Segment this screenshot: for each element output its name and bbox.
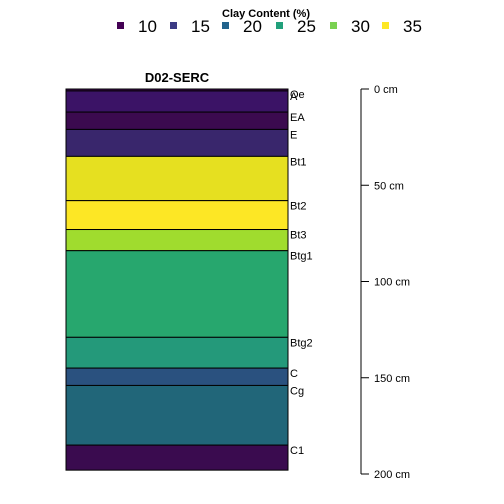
horizon-label-btg1: Btg1 [290,251,313,263]
legend-label-35: 35 [403,17,422,36]
horizon-cg [65,384,289,446]
legend-title: Clay Content (%) [222,8,310,20]
horizon-label-a: A [290,91,298,103]
horizon-label-btg2: Btg2 [290,337,313,349]
horizon-a [65,90,289,113]
legend-label-15: 15 [191,17,210,36]
horizon-label-bt3: Bt3 [290,230,307,242]
horizon-label-ea: EA [290,112,305,124]
legend-swatch-15 [170,22,177,29]
legend-label-30: 30 [351,17,370,36]
horizon-label-bt1: Bt1 [290,156,307,168]
horizon-label-c1: C1 [290,445,304,457]
horizon-e [65,128,289,157]
legend-swatch-25 [276,22,283,29]
horizon-btg2 [65,336,289,369]
legend-swatch-20 [222,22,229,29]
horizon-c1 [65,444,289,471]
depth-tick-label-150: 150 cm [374,373,410,385]
horizon-c [65,367,289,386]
horizon-ea [65,111,289,130]
legend-swatch-35 [382,22,389,29]
horizon-label-bt2: Bt2 [290,201,307,213]
depth-tick-label-0: 0 cm [374,84,398,96]
legend-label-25: 25 [297,17,316,36]
horizon-label-cg: Cg [290,385,304,397]
depth-tick-label-100: 100 cm [374,277,410,289]
horizon-bt2 [65,200,289,231]
legend: 10 15 20 25 30 35 [117,17,422,36]
horizon-label-oe: Oe [290,89,305,101]
horizon-label-e: E [290,129,297,141]
legend-label-10: 10 [138,17,157,36]
legend-label-20: 20 [243,17,262,36]
horizon-label-c: C [290,368,298,380]
profile-title: D02-SERC [145,70,210,85]
legend-swatch-10 [117,22,124,29]
horizon-btg1 [65,250,289,338]
depth-tick-label-200: 200 cm [374,469,410,481]
depth-tick-label-50: 50 cm [374,180,404,192]
depth-axis: 0 cm 50 cm 100 cm 150 cm 200 cm [360,84,410,481]
horizon-column: OeA EA E Bt1 Bt2 Bt3 Btg1 Btg2 C Cg C1 [65,88,313,471]
horizon-bt1 [65,155,289,202]
legend-swatch-30 [330,22,337,29]
horizon-bt3 [65,229,289,252]
